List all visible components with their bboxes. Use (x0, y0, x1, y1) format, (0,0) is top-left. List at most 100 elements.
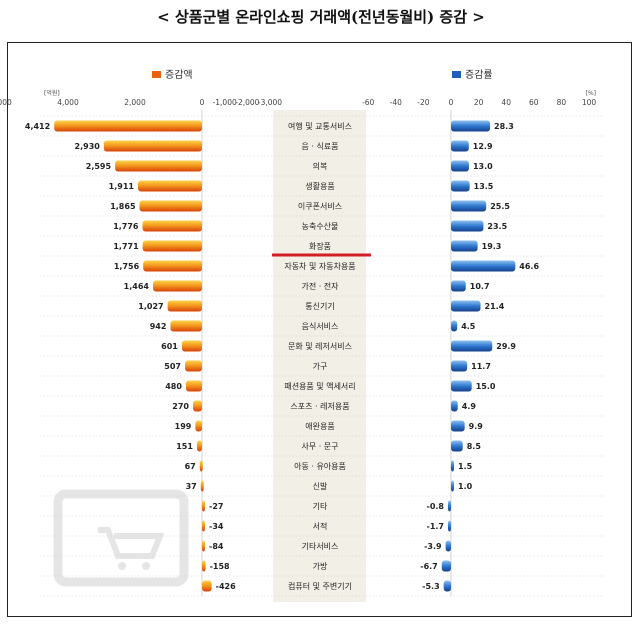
category-label: 화장품 (309, 241, 331, 251)
monitor-watermark-icon (53, 489, 189, 587)
category-label: 기타서비스 (302, 542, 339, 551)
amount-bar (199, 460, 203, 472)
category-label: 애완용품 (305, 422, 334, 431)
legend-label-rate: 증감률 (465, 69, 493, 81)
rate-label: -0.8 (427, 502, 445, 511)
page-title: < 상품군별 온라인쇼핑 거래액(전년동월비) 증감 > (157, 8, 485, 26)
category-label: 음식서비스 (302, 322, 339, 331)
rate-bar (443, 580, 451, 592)
rate-label: -3.9 (424, 542, 442, 551)
right-axis-tick: 100 (582, 98, 597, 107)
category-label: 의복 (313, 161, 328, 171)
category-label: 스포츠 · 레저용품 (290, 402, 349, 411)
rate-bar (451, 160, 469, 172)
category-label: 자동차 및 자동차용품 (284, 261, 355, 271)
amount-label: 1,464 (124, 282, 150, 291)
rate-bar (451, 460, 454, 472)
rate-label: -1.7 (427, 522, 445, 531)
rate-bar (448, 500, 451, 512)
rate-label: 8.5 (467, 442, 482, 451)
rate-label: 9.9 (469, 422, 484, 431)
amount-label: 1,776 (113, 222, 139, 231)
left-axis-tick: -1,000 (213, 98, 237, 107)
rate-label: 11.7 (471, 362, 491, 371)
amount-label: 199 (175, 422, 192, 431)
amount-bar (115, 160, 202, 172)
rate-label: 28.3 (494, 122, 514, 131)
left-axis-tick: -3,000 (258, 98, 282, 107)
rate-bar (451, 220, 484, 232)
rate-label: 13.0 (473, 162, 493, 171)
amount-bar (202, 500, 205, 512)
rate-bar (451, 280, 466, 292)
rate-bar (451, 480, 454, 492)
rate-label: 19.3 (482, 242, 502, 251)
rate-label: -5.3 (422, 582, 440, 591)
rate-label: 12.9 (473, 142, 493, 151)
left-axis-tick: 0 (200, 98, 205, 107)
amount-label: 1,911 (109, 182, 135, 191)
amount-label: 601 (161, 342, 178, 351)
category-label: 서적 (313, 521, 328, 531)
right-axis-tick: 40 (501, 98, 511, 107)
amount-bar (54, 120, 202, 132)
right-axis-tick: -40 (390, 98, 402, 107)
category-label: 생활용품 (305, 181, 334, 191)
amount-label: -84 (209, 542, 224, 551)
amount-bar (181, 340, 202, 352)
rate-label: 46.6 (519, 262, 539, 271)
category-label: 이쿠폰서비스 (298, 201, 342, 211)
rate-label: 4.5 (461, 322, 476, 331)
amount-bar (200, 480, 204, 492)
amount-label: 1,771 (113, 242, 139, 251)
amount-bar (202, 540, 205, 552)
category-label: 기타 (313, 502, 328, 511)
rate-label: 13.5 (474, 182, 494, 191)
rate-label: -6.7 (420, 562, 438, 571)
rate-bar (451, 300, 481, 312)
amount-bar (170, 320, 202, 332)
amount-label: 1,865 (110, 202, 136, 211)
amount-label: 1,756 (114, 262, 140, 271)
amount-bar (185, 380, 202, 392)
left-axis-tick: 6,000 (0, 98, 12, 107)
rate-label: 23.5 (487, 222, 507, 231)
rate-label: 1.5 (458, 462, 473, 471)
rate-bar (441, 560, 451, 572)
rate-bar (451, 340, 493, 352)
left-unit-label: [억원] (44, 89, 60, 97)
category-label: 통신기기 (305, 302, 334, 311)
rate-label: 1.0 (458, 482, 473, 491)
rate-bar (451, 200, 487, 212)
right-axis-tick: 60 (529, 98, 539, 107)
amount-label: 942 (150, 322, 167, 331)
rate-bar (451, 420, 465, 432)
amount-label: 1,027 (138, 302, 163, 311)
rate-bar (451, 400, 458, 412)
amount-label: -34 (209, 522, 224, 531)
left-axis-tick: 4,000 (57, 98, 79, 107)
category-label: 가구 (313, 362, 328, 371)
category-label: 사무 · 문구 (301, 442, 338, 451)
amount-label: 480 (165, 382, 182, 391)
legend-swatch-amount (152, 71, 161, 78)
rate-bar (451, 120, 491, 132)
amount-bar (192, 400, 202, 412)
rate-bar (451, 180, 470, 192)
amount-label: 270 (172, 402, 189, 411)
amount-bar (142, 220, 202, 232)
amount-bar (202, 580, 212, 592)
rate-label: 10.7 (470, 282, 490, 291)
amount-bar (103, 140, 202, 152)
amount-bar (139, 200, 202, 212)
category-label: 컴퓨터 및 주변기기 (288, 581, 352, 591)
rate-bar (445, 540, 451, 552)
category-label: 농축수산물 (302, 221, 339, 231)
rate-bar (451, 440, 463, 452)
amount-label: 37 (186, 482, 197, 491)
amount-bar (202, 560, 206, 572)
category-label: 신발 (313, 481, 328, 491)
right-axis-tick: 80 (557, 98, 567, 107)
cart-wheel-shape (142, 562, 150, 570)
